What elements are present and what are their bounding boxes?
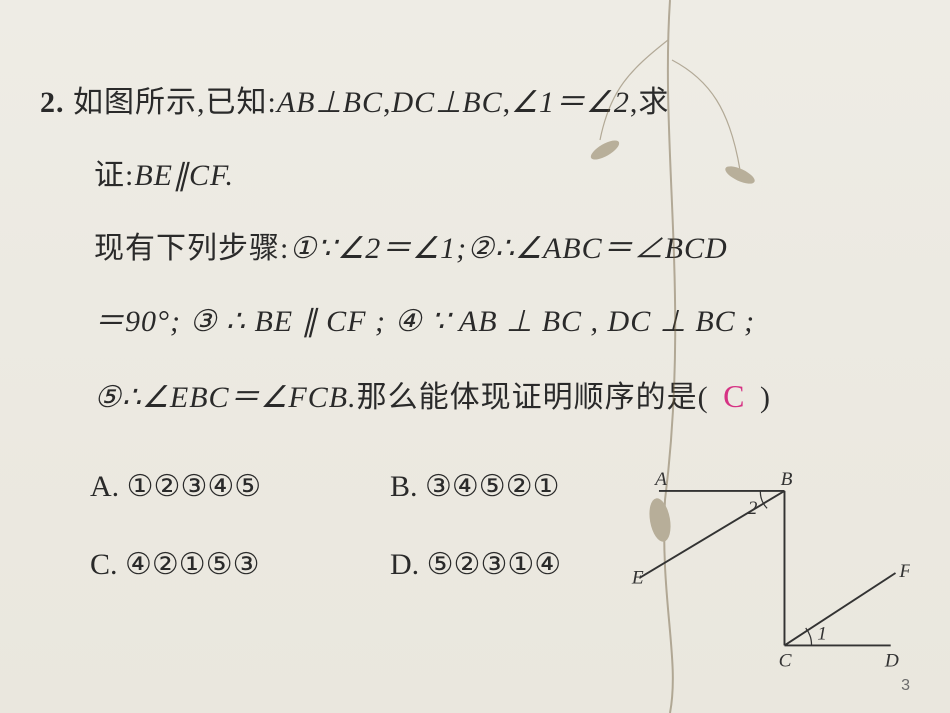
steps-tail: 那么能体现证明顺序的是( [357,381,709,414]
svg-text:A: A [653,469,667,490]
question-line-1: 2. 如图所示,已知:AB⊥BC,DC⊥BC,∠1＝∠2,求 [40,80,910,125]
step-5: ⑤∴∠EBC＝∠FCB. [94,381,357,414]
steps-line-1: 现有下列步骤:①∵∠2＝∠1;②∴∠ABC＝∠BCD [40,226,910,271]
step-2: ②∴∠ABC＝∠BCD [467,232,728,265]
svg-text:B: B [781,469,793,490]
step-4: ④ ∵ AB ⊥ BC , DC ⊥ BC ; [394,305,755,338]
svg-text:F: F [898,561,910,582]
option-a: A. ①②③④⑤ [90,448,390,526]
svg-text:1: 1 [817,624,827,645]
text-tail1: ,求 [630,86,670,119]
options-block: A. ①②③④⑤ B. ③④⑤②① C. ④②①⑤③ D. ⑤②③①④ [90,448,710,604]
geometry-figure: A B C D E F 2 1 [630,463,910,683]
math-prove: BE∥CF. [134,159,234,192]
page: 2. 如图所示,已知:AB⊥BC,DC⊥BC,∠1＝∠2,求 证:BE∥CF. … [0,0,950,713]
steps-intro: 现有下列步骤: [94,232,289,265]
svg-text:C: C [779,651,793,672]
svg-text:2: 2 [748,498,758,519]
steps-line-2: ＝90°; ③ ∴ BE ∥ CF ; ④ ∵ AB ⊥ BC , DC ⊥ B… [40,299,910,344]
svg-text:D: D [884,651,899,672]
answer-letter: C [717,378,751,414]
math-angle-eq: ∠1＝∠2 [511,86,630,119]
svg-text:E: E [631,568,644,589]
steps-tail2: ) [760,381,771,414]
question-line-2: 证:BE∥CF. [40,153,910,198]
math-dc-bc: DC⊥BC [391,86,502,119]
text-prove: 证: [94,159,134,192]
question-number: 2. [40,86,65,119]
math-ab-bc: AB⊥BC [277,86,383,119]
option-c: C. ④②①⑤③ [90,526,390,604]
steps-line-3: ⑤∴∠EBC＝∠FCB.那么能体现证明顺序的是( C ) [40,372,910,420]
step-3: ③ ∴ BE ∥ CF ; [190,305,386,338]
step-1: ①∵∠2＝∠1; [289,232,467,265]
page-footer: 3 [901,677,910,695]
text-given: 如图所示,已知: [73,86,277,119]
step-2b: ＝90°; [94,305,181,338]
